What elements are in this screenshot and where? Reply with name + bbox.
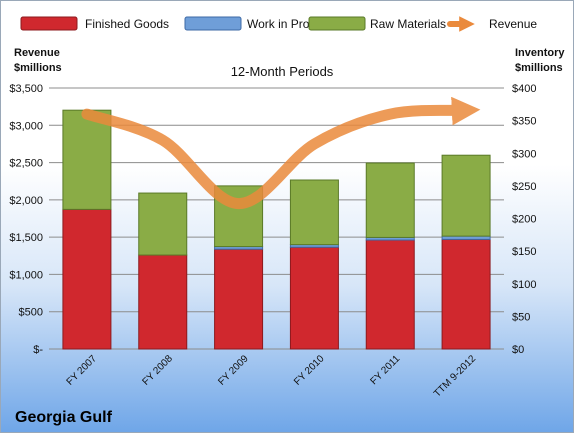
legend-swatch-finished-goods <box>20 16 78 31</box>
bar-finished-goods <box>289 246 339 350</box>
category-label: FY 2007 <box>65 353 100 388</box>
bars <box>62 109 491 350</box>
bar-finished-goods <box>365 239 415 350</box>
bar-raw-materials <box>365 162 415 238</box>
chart-title: Georgia Gulf <box>15 409 113 426</box>
left-axis-title-line1: Revenue <box>14 47 60 59</box>
bar-raw-materials <box>138 192 188 256</box>
category-label: FY 2008 <box>140 353 175 388</box>
right-axis-tick-label: $250 <box>512 181 536 193</box>
left-axis-tick-label: $3,000 <box>9 120 43 132</box>
legend-label-revenue: Revenue <box>489 17 537 31</box>
left-axis-tick-label: $3,500 <box>9 83 43 95</box>
left-axis-title-line2: $millions <box>14 62 62 74</box>
category-labels: FY 2007 FY 2008 FY 2009 FY 2010 FY 2011 TTM 9… <box>65 353 479 400</box>
right-axis-ticks: $0 $50 $100 $150 $200 $250 $300 $350 $400 <box>512 83 536 356</box>
left-axis-tick-label: $1,500 <box>9 232 43 244</box>
right-axis-tick-label: $400 <box>512 83 536 95</box>
legend: Finished Goods Work in Progress Raw Mate… <box>20 16 537 32</box>
left-axis-tick-label: $2,000 <box>9 195 43 207</box>
right-axis-tick-label: $100 <box>512 279 536 291</box>
gridlines <box>49 87 504 350</box>
bar-raw-materials <box>289 179 339 246</box>
revenue-line <box>81 96 481 210</box>
right-axis-tick-label: $200 <box>512 214 536 226</box>
revenue-line-layer <box>81 96 481 210</box>
category-label: FY 2009 <box>216 353 251 388</box>
left-axis-tick-label: $- <box>33 344 43 356</box>
bar-finished-goods <box>138 254 188 350</box>
right-axis-tick-label: $350 <box>512 116 536 128</box>
category-label: TTM 9-2012 <box>432 353 479 400</box>
right-axis-tick-label: $300 <box>512 148 536 160</box>
category-label: FY 2010 <box>292 353 327 388</box>
legend-swatch-raw-materials <box>308 16 366 31</box>
bar-finished-goods <box>214 248 264 350</box>
bar-finished-goods <box>441 238 491 350</box>
bar-raw-materials <box>441 154 491 237</box>
left-axis-tick-label: $1,000 <box>9 269 43 281</box>
left-axis-tick-label: $2,500 <box>9 158 43 170</box>
chart-subtitle: 12-Month Periods <box>231 64 334 79</box>
category-label: FY 2011 <box>369 353 403 387</box>
bar-finished-goods <box>62 208 112 350</box>
legend-label-finished-goods: Finished Goods <box>85 17 169 31</box>
legend-swatch-work-in-progress <box>184 16 242 31</box>
left-axis-ticks: $- $500 $1,000 $1,500 $2,000 $2,500 $3,000 $3,5… <box>9 83 43 356</box>
right-axis-title-line2: $millions <box>515 62 563 74</box>
right-axis-tick-label: $150 <box>512 246 536 258</box>
right-axis-tick-label: $0 <box>512 344 524 356</box>
left-axis-tick-label: $500 <box>19 307 43 319</box>
right-axis-title-line1: Inventory <box>515 47 565 59</box>
bar-raw-materials <box>62 109 112 210</box>
right-axis-tick-label: $50 <box>512 311 530 323</box>
legend-label-raw-materials: Raw Materials <box>370 17 446 31</box>
